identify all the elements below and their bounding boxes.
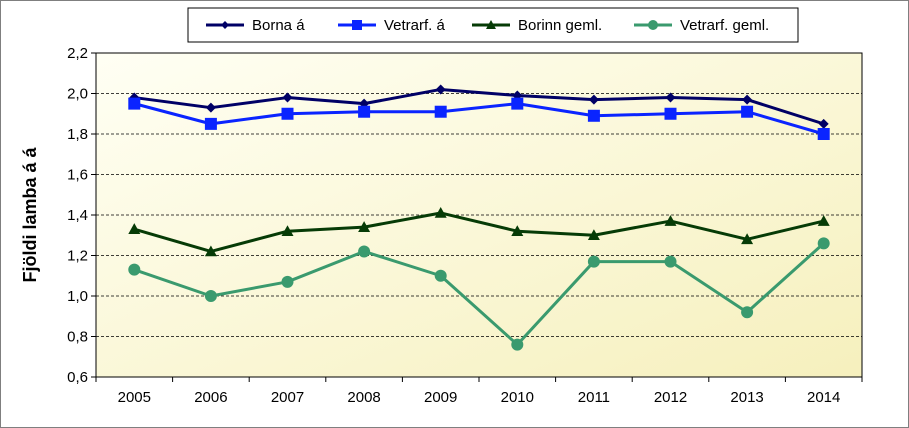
y-axis-ticks: 0,6 0,8 1,0 1,2 1,4 1,6 1,8 2,0 2,2 [67,45,96,386]
data-point-circle [664,255,677,268]
data-point-circle [817,237,830,250]
data-point-triangle [511,225,524,236]
data-point-circle [587,255,600,268]
y-tick-label: 1,4 [67,207,88,224]
data-point-diamond [282,92,293,103]
data-point-triangle [587,229,600,241]
data-point-square [664,107,677,120]
data-point-diamond [588,94,599,105]
data-point-square [352,20,362,30]
y-tick-label: 1,8 [67,126,88,143]
series-line [134,87,825,126]
series-3 [128,206,830,257]
y-tick-label: 1,0 [67,288,88,305]
data-point-circle [281,275,294,288]
data-point-diamond [742,94,753,105]
data-point-square [281,107,294,120]
data-point-diamond [221,21,229,29]
series-line [133,211,825,253]
series-4 [128,237,830,351]
data-point-triangle [204,245,217,257]
data-point-circle [648,20,658,30]
legend-item: Borna á [206,17,305,34]
y-tick-label: 1,2 [67,248,88,265]
data-point-circle [741,306,754,319]
legend-label: Borna á [252,17,305,34]
y-tick-label: 1,6 [67,167,88,184]
x-tick-label: 2006 [194,389,227,406]
y-axis-label: Fjöldi lamba á á [20,146,40,282]
data-point-triangle [281,225,294,236]
data-point-circle [204,290,217,302]
data-point-triangle [741,233,754,245]
data-point-diamond [818,118,829,129]
x-tick-label: 2011 [578,389,610,406]
data-point-circle [128,263,141,276]
x-tick-label: 2013 [730,389,763,406]
data-point-square [204,117,217,130]
x-tick-label: 2007 [271,389,304,406]
y-tick-label: 0,6 [67,369,88,386]
data-point-circle [434,269,447,282]
x-tick-label: 2010 [501,389,534,406]
data-point-triangle [434,206,447,218]
x-axis-ticks: 2005 2006 2007 2008 2009 2010 2011 2012 2013 2014 [95,377,863,406]
series-line [133,102,825,136]
data-point-square [817,128,830,140]
series-lines [128,84,830,351]
legend-item: Vetrarf. á [338,17,446,34]
legend-label: Vetrarf. geml. [680,17,769,34]
x-tick-label: 2008 [347,389,380,406]
x-tick-label: 2005 [118,389,151,406]
x-tick-label: 2014 [807,389,840,406]
data-point-square [434,105,447,118]
data-point-square [358,105,371,118]
data-point-triangle [664,215,677,226]
data-point-triangle [128,223,141,234]
data-point-diamond [205,102,216,113]
x-tick-label: 2012 [654,389,687,406]
data-point-triangle [358,221,371,232]
legend-item: Borinn geml. [472,17,602,34]
legend-label: Vetrarf. á [384,17,446,34]
x-tick-label: 2009 [424,389,457,406]
legend-item: Vetrarf. geml. [634,17,769,34]
data-point-square [587,109,600,122]
data-point-square [511,97,524,110]
data-point-diamond [435,84,446,95]
series-line [133,242,825,347]
data-point-triangle [486,20,496,29]
data-point-square [128,97,141,110]
y-tick-label: 2,0 [67,86,88,103]
data-point-circle [511,338,524,351]
data-point-triangle [817,215,830,226]
series-2 [128,97,830,140]
legend-label: Borinn geml. [518,17,602,34]
data-point-square [741,105,754,118]
data-point-diamond [665,92,676,103]
legend: Borna á Vetrarf. á Borinn geml. Vetrarf. ge… [187,7,799,43]
y-tick-label: 0,8 [67,329,88,346]
data-point-circle [358,245,371,258]
y-tick-label: 2,2 [67,45,88,62]
